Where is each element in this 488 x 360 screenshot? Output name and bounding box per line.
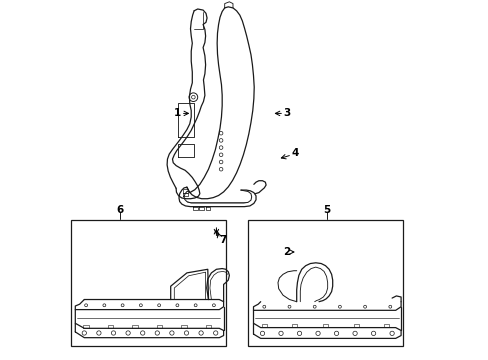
Bar — [71, 220, 225, 346]
Text: 2: 2 — [283, 247, 290, 257]
Bar — [247, 220, 402, 346]
Text: 4: 4 — [291, 148, 298, 158]
Text: 6: 6 — [117, 204, 123, 215]
Text: 1: 1 — [174, 108, 181, 118]
Text: 7: 7 — [219, 235, 226, 246]
Text: 5: 5 — [323, 204, 330, 215]
Text: 3: 3 — [283, 108, 290, 118]
